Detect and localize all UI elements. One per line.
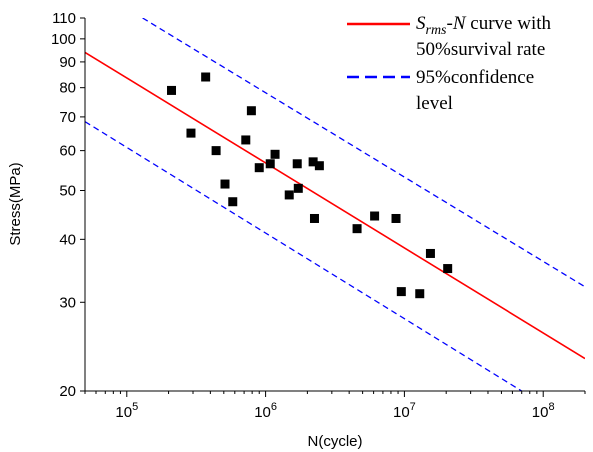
plot-points <box>167 72 453 299</box>
data-point <box>443 264 453 274</box>
data-point <box>292 159 302 169</box>
data-point <box>396 287 406 297</box>
confidence-line-3 <box>85 121 523 391</box>
x-axis-label: N(cycle) <box>308 433 363 450</box>
y-tick-label: 110 <box>52 10 76 27</box>
data-point <box>415 289 425 299</box>
data-point <box>309 213 319 223</box>
y-tick-label: 70 <box>59 109 76 126</box>
confidence-line-2 <box>142 18 585 288</box>
data-point <box>220 179 230 189</box>
y-tick-label: 60 <box>59 143 76 160</box>
data-point <box>241 135 251 145</box>
y-tick-label: 20 <box>59 383 76 400</box>
y-tick-label: 30 <box>59 294 76 311</box>
data-point <box>186 128 196 138</box>
y-tick-label: 40 <box>59 231 76 248</box>
data-point <box>352 224 362 234</box>
data-point <box>270 149 280 159</box>
data-point <box>391 213 401 223</box>
median-sn-curve <box>85 51 585 360</box>
data-point <box>228 197 238 207</box>
y-axis-label: Stress(MPa) <box>7 162 24 245</box>
plot-lines <box>85 18 585 391</box>
data-point <box>167 85 177 95</box>
x-tick-label: 105 <box>115 401 138 421</box>
data-point <box>201 72 211 82</box>
legend-label-median-line1: Srms-N curve with <box>416 13 552 38</box>
x-tick-label: 108 <box>532 401 555 421</box>
y-tick-label: 50 <box>59 183 76 200</box>
legend-label-median-line2: 50%survival rate <box>416 39 545 60</box>
data-point <box>265 159 275 169</box>
y-tick-label: 80 <box>59 80 76 97</box>
data-point <box>314 161 324 171</box>
legend-label-confidence-line2: level <box>416 93 453 114</box>
x-tick-label: 107 <box>393 401 416 421</box>
data-point <box>211 146 221 156</box>
y-tick-label: 90 <box>59 54 76 71</box>
data-point <box>308 157 318 167</box>
x-tick-label: 106 <box>254 401 277 421</box>
data-point <box>284 190 294 200</box>
data-point <box>246 106 256 116</box>
ticks: 105 106 107 108 20 30 40 50 60 70 80 90 100 110 <box>51 10 586 421</box>
data-point <box>425 248 435 258</box>
data-point <box>370 211 380 221</box>
legend-label-confidence-line1: 95%confidence <box>416 67 534 88</box>
y-tick-label: 100 <box>51 31 76 48</box>
data-point <box>254 163 264 173</box>
data-point <box>293 183 303 193</box>
